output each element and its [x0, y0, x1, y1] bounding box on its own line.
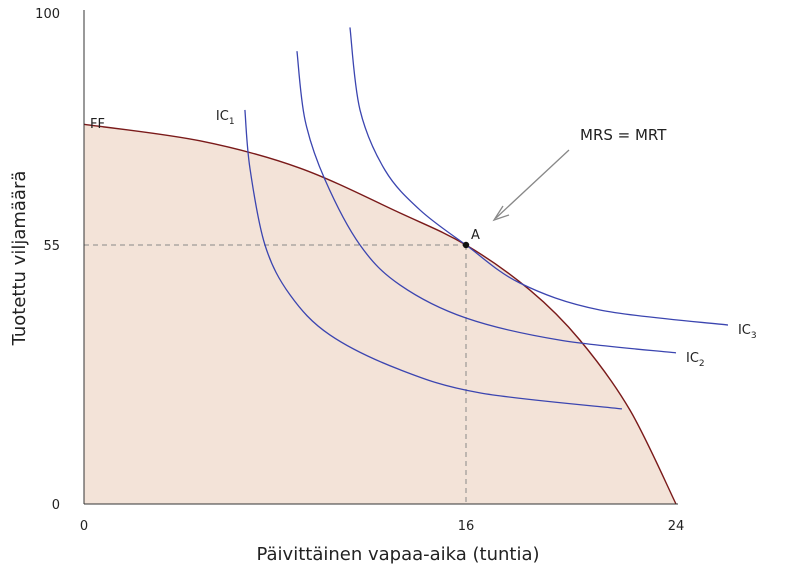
point-a-label: A: [471, 228, 480, 243]
x-tick-label: 24: [668, 519, 685, 534]
indifference-curve-label-2: IC2: [686, 351, 705, 369]
y-tick-label: 55: [43, 239, 60, 254]
indifference-curve-label-3: IC3: [738, 323, 757, 341]
y-axis-title: Tuotettu viljamäärä: [9, 171, 30, 347]
annotation-arrow: [495, 149, 570, 219]
y-tick-label: 100: [35, 7, 60, 22]
x-axis-title: Päivittäinen vapaa-aika (tuntia): [256, 544, 539, 565]
x-tick-label: 0: [80, 519, 88, 534]
indifference-curve-3: [349, 27, 729, 326]
frontier-fill: [84, 124, 676, 505]
arrow-head-icon: [492, 205, 510, 222]
y-tick-label: 0: [52, 498, 60, 513]
point-a: [462, 241, 470, 249]
indifference-curve-2: [296, 51, 677, 354]
frontier-label: FF: [90, 117, 105, 132]
x-tick-label: 16: [458, 519, 475, 534]
indifference-curve-label-1: IC1: [216, 109, 235, 127]
annotation-text: MRS = MRT: [580, 126, 667, 144]
indifference-curve-1: [244, 109, 622, 410]
